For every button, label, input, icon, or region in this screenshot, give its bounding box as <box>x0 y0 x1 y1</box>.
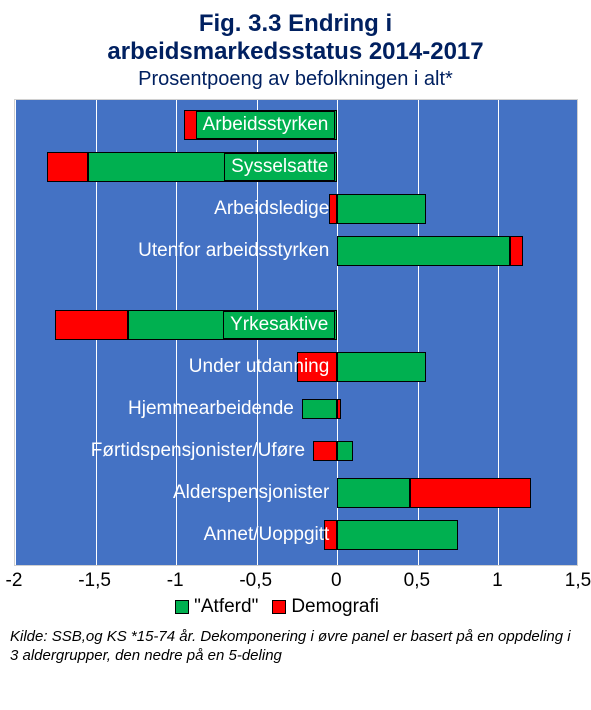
row-label: Utenfor arbeidsstyrken <box>138 240 335 262</box>
row-label: Under utdanning <box>189 356 336 378</box>
row-label-text: Alderspensjonister <box>173 482 335 503</box>
row-label: Annet/Uoppgitt <box>204 524 336 546</box>
legend-label: Demografi <box>291 596 379 618</box>
bar-demografi <box>55 310 128 340</box>
row-label-text: Førtidspensjonister/Uføre <box>91 440 311 461</box>
row-label-text: Yrkesaktive <box>223 311 335 339</box>
legend-label: "Atferd" <box>194 596 258 618</box>
footnote: Kilde: SSB,og KS *15-74 år. Dekomponerin… <box>10 628 581 666</box>
row-label: Sysselsatte <box>224 153 335 181</box>
row-label-text: Utenfor arbeidsstyrken <box>138 240 335 261</box>
bar-atferd <box>337 520 458 550</box>
legend-item-atferd: "Atferd" <box>175 596 258 618</box>
row-label-text: Under utdanning <box>189 356 336 377</box>
row-label: Førtidspensjonister/Uføre <box>91 440 311 462</box>
x-tick-label: 0 <box>331 570 342 592</box>
bar-demografi <box>337 399 340 419</box>
grid-line <box>15 100 16 565</box>
chart-subtitle: Prosentpoeng av befolkningen i alt* <box>10 68 581 91</box>
bar-atferd <box>337 441 353 461</box>
row-label-text: Annet/Uoppgitt <box>204 524 336 545</box>
row-label: Arbeidsledige <box>214 198 335 220</box>
grid-line <box>579 100 580 565</box>
legend-swatch <box>272 600 286 614</box>
legend: "Atferd" Demografi <box>175 596 379 618</box>
row-label-text: Arbeidsstyrken <box>196 111 336 139</box>
x-tick-label: 0,5 <box>404 570 430 592</box>
bar-atferd <box>337 352 426 382</box>
row-label: Arbeidsstyrken <box>196 111 336 139</box>
x-tick-label: -1,5 <box>78 570 111 592</box>
row-label-text: Arbeidsledige <box>214 198 335 219</box>
row-label: Yrkesaktive <box>223 311 335 339</box>
legend-item-demografi: Demografi <box>272 596 379 618</box>
bar-atferd <box>302 399 337 419</box>
x-tick-label: -1 <box>167 570 184 592</box>
bar-demografi <box>313 441 337 461</box>
x-tick-label: 1,5 <box>565 570 591 592</box>
x-axis-labels: -2-1,5-1-0,500,511,5 <box>14 570 578 594</box>
row-label-text: Sysselsatte <box>224 153 335 181</box>
x-tick-label: 1 <box>492 570 503 592</box>
row-label: Alderspensjonister <box>173 482 335 504</box>
chart-title-line1: Fig. 3.3 Endring i <box>10 10 581 38</box>
bar-atferd <box>337 236 509 266</box>
bar-demografi <box>410 478 531 508</box>
x-tick-label: -2 <box>6 570 23 592</box>
row-label-text: Hjemmearbeidende <box>128 398 300 419</box>
row-label: Hjemmearbeidende <box>128 398 300 420</box>
bar-demografi <box>47 152 87 182</box>
bar-atferd <box>337 478 410 508</box>
chart-title-line2: arbeidsmarkedsstatus 2014-2017 <box>10 38 581 66</box>
legend-swatch <box>175 600 189 614</box>
x-tick-label: -0,5 <box>239 570 272 592</box>
bar-atferd <box>337 194 426 224</box>
chart-area: Arbeidsstyrken Sysselsatte Arbeidsledige Ut… <box>10 94 581 624</box>
plot-area: Arbeidsstyrken Sysselsatte Arbeidsledige Ut… <box>14 99 578 566</box>
bar-demografi <box>510 236 523 266</box>
